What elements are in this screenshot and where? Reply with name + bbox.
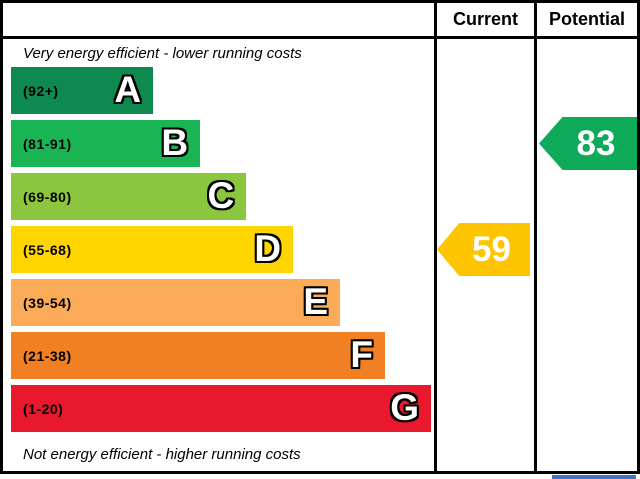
band-row: (92+) A [11,67,434,120]
band-bar-F: (21-38) F [11,332,385,379]
band-row: (81-91) B [11,120,434,173]
band-letter: G [390,386,420,428]
band-letter: C [207,174,235,216]
band-letter: F [350,333,373,375]
cutoff-blue-strip [552,475,636,479]
current-rating-arrow: 59 [437,223,530,276]
band-letter: D [254,227,282,269]
band-range-label: (39-54) [23,294,72,311]
band-bar-E: (39-54) E [11,279,341,326]
current-column: 59 [437,39,537,471]
band-row: (1-20) G [11,385,434,438]
potential-column: 83 [537,39,637,471]
header-potential: Potential [548,9,625,29]
band-bar-D: (55-68) D [11,226,294,273]
header-current: Current [437,3,537,36]
band-bar-C: (69-80) C [11,173,247,220]
band-range-label: (1-20) [23,400,64,417]
potential-rating-value: 83 [576,124,616,163]
bands-container: (92+) A (81-91) B (69-80) C (55-68) D (3… [3,67,434,438]
band-bar-B: (81-91) B [11,120,201,167]
band-row: (69-80) C [11,173,434,226]
band-range-label: (21-38) [23,347,72,364]
header-row: Current Potential [3,3,637,39]
band-letter: E [303,280,329,322]
bottom-note: Not energy efficient - higher running co… [23,446,301,463]
band-range-label: (69-80) [23,188,72,205]
band-range-label: (92+) [23,82,59,99]
band-row: (39-54) E [11,279,434,332]
header-spacer-cell [3,3,437,36]
band-range-label: (55-68) [23,241,72,258]
potential-rating-arrow: 83 [539,117,637,170]
band-row: (21-38) F [11,332,434,385]
band-letter: B [161,121,189,163]
top-note: Very energy efficient - lower running co… [23,44,302,62]
band-bar-A: (92+) A [11,67,154,114]
band-range-label: (81-91) [23,135,72,152]
rating-scale-column: Very energy efficient - lower running co… [3,39,437,471]
body-row: Very energy efficient - lower running co… [3,39,637,471]
band-row: (55-68) D [11,226,434,279]
band-bar-G: (1-20) G [11,385,432,432]
band-letter: A [114,68,142,110]
current-rating-value: 59 [472,230,511,269]
